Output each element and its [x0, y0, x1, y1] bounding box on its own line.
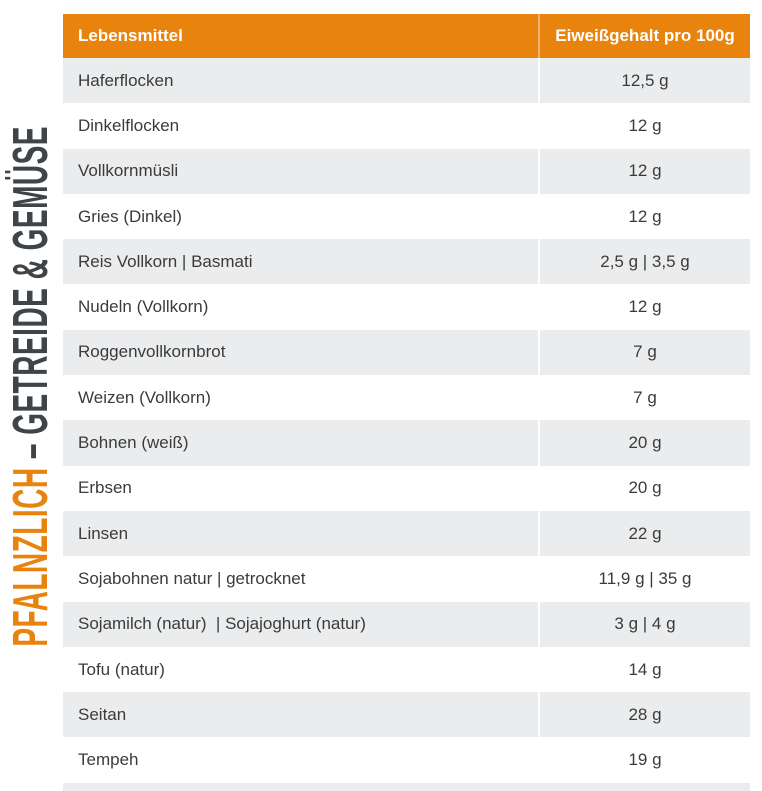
protein-value: 20 g	[538, 465, 750, 511]
table-header-row: Lebensmittel Eiweißgehalt pro 100g	[63, 14, 750, 58]
table-row: Roggenvollkornbrot 7 g	[63, 329, 750, 376]
bottom-row-strip	[63, 782, 750, 791]
table-row: Tempeh 19 g	[63, 737, 750, 783]
protein-value: 12,5 g	[538, 58, 750, 104]
food-label: Roggenvollkornbrot	[78, 342, 226, 362]
protein-value: 2,5 g | 3,5 g	[538, 239, 750, 285]
protein-value: 19 g	[538, 737, 750, 783]
food-label: Tofu (natur)	[78, 659, 165, 679]
table-row: Tofu (natur) 14 g	[63, 646, 750, 693]
protein-value: 11,9 g | 35 g	[538, 556, 750, 602]
table-row: Linsen 22 g	[63, 510, 750, 557]
table-body: Haferflocken 12,5 g Dinkelflocken 12 g Vollk…	[63, 58, 750, 783]
header-col-eiweissgehalt: Eiweißgehalt pro 100g	[538, 14, 750, 58]
table-row: Nudeln (Vollkorn) 12 g	[63, 284, 750, 330]
food-label: Sojabohnen natur | getrocknet	[78, 568, 306, 588]
food-label: Weizen (Vollkorn)	[78, 387, 211, 407]
protein-value: 28 g	[538, 692, 750, 738]
food-label: Sojamilch (natur) | Sojajoghurt (natur)	[78, 614, 366, 634]
table-row: Seitan 28 g	[63, 692, 750, 738]
food-label: Bohnen (weiß)	[78, 433, 189, 453]
table-row: Vollkornmüsli 12 g	[63, 148, 750, 194]
protein-value: 12 g	[538, 103, 750, 149]
food-label: Tempeh	[78, 750, 139, 770]
side-label-container: PFALNZLICH – GETREIDE & GEMÜSE	[0, 0, 62, 773]
protein-value: 12 g	[538, 193, 750, 240]
food-label: Haferflocken	[78, 70, 174, 90]
table-row: Reis Vollkorn | Basmati 2,5 g | 3,5 g	[63, 239, 750, 285]
food-label: Dinkelflocken	[78, 115, 180, 135]
side-label-rest: – GETREIDE & GEMÜSE	[3, 126, 58, 468]
table-row: Sojamilch (natur) | Sojajoghurt (natur) 3…	[63, 601, 750, 647]
protein-value: 14 g	[538, 646, 750, 693]
protein-value: 7 g	[538, 375, 750, 421]
food-label: Nudeln (Vollkorn)	[78, 297, 209, 317]
table-row: Bohnen (weiß) 20 g	[63, 420, 750, 466]
side-label: PFALNZLICH – GETREIDE & GEMÜSE	[3, 126, 59, 647]
food-label: Linsen	[78, 523, 129, 543]
side-label-highlight: PFALNZLICH	[3, 467, 58, 647]
protein-value: 20 g	[538, 420, 750, 466]
food-label: Gries (Dinkel)	[78, 206, 182, 226]
protein-table: Lebensmittel Eiweißgehalt pro 100g Hafer…	[63, 14, 750, 783]
protein-value: 12 g	[538, 148, 750, 194]
protein-value: 7 g	[538, 329, 750, 376]
food-label: Vollkornmüsli	[78, 161, 179, 181]
table-row: Gries (Dinkel) 12 g	[63, 193, 750, 240]
food-label: Seitan	[78, 704, 127, 724]
header-col-lebensmittel: Lebensmittel	[78, 26, 183, 45]
food-label: Reis Vollkorn | Basmati	[78, 251, 253, 271]
table-row: Erbsen 20 g	[63, 465, 750, 511]
table-row: Sojabohnen natur | getrocknet 11,9 g | 35…	[63, 556, 750, 602]
table-row: Haferflocken 12,5 g	[63, 58, 750, 104]
protein-value: 12 g	[538, 284, 750, 330]
food-label: Erbsen	[78, 478, 132, 498]
table-row: Weizen (Vollkorn) 7 g	[63, 375, 750, 421]
protein-value: 22 g	[538, 510, 750, 557]
table-row: Dinkelflocken 12 g	[63, 103, 750, 149]
protein-value: 3 g | 4 g	[538, 601, 750, 647]
